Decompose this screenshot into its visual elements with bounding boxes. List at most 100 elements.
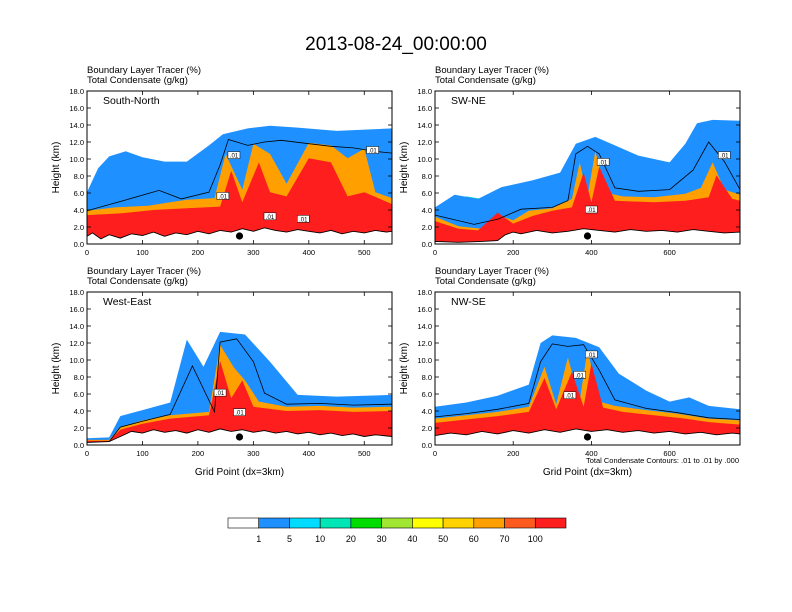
- plot-area: [435, 119, 740, 244]
- x-tick-label: 400: [303, 449, 316, 458]
- y-axis-label: Height (km): [51, 142, 62, 194]
- colorbar-swatch: [319, 517, 352, 529]
- contour-label-box: [585, 205, 598, 214]
- contour-label: .01: [718, 151, 731, 160]
- colorbar-swatch: [534, 517, 567, 529]
- contour-label-box: [227, 151, 241, 159]
- contour-label-box: [366, 146, 379, 154]
- location-marker: [583, 232, 592, 240]
- contour-label-box: [297, 215, 310, 223]
- y-tick-label: 12.0: [417, 138, 432, 147]
- plot-frame: [434, 291, 741, 446]
- y-tick-label: 2.0: [422, 424, 432, 433]
- contour-label: .01: [573, 371, 586, 379]
- contour-label-text: .01: [368, 149, 377, 155]
- tracer-band-level-10: [435, 166, 740, 244]
- contour-label-text: .01: [587, 208, 596, 214]
- contour-label: .01: [596, 158, 610, 166]
- contour-label-box: [596, 158, 610, 166]
- y-tick-label: 12.0: [417, 339, 432, 348]
- colorbar-tick-label: 100: [528, 534, 543, 544]
- y-tick-label: 0.0: [74, 441, 84, 450]
- colorbar-swatch: [381, 517, 413, 529]
- x-tick-label: 0: [85, 449, 89, 458]
- contour-label: .01: [233, 408, 246, 417]
- contour-label-text: .01: [235, 411, 244, 417]
- plot-area: [87, 331, 392, 445]
- condensate-contour: [435, 343, 740, 420]
- plot-area: [435, 335, 740, 445]
- y-tick-label: 16.0: [69, 305, 84, 314]
- y-tick-label: 18.0: [69, 288, 84, 297]
- condensate-contour: [87, 139, 392, 212]
- panel-label-line2: Total Condensate (g/kg): [435, 75, 536, 86]
- plot-frame: [434, 90, 741, 245]
- y-tick-label: 4.0: [422, 407, 432, 416]
- x-tick-label: 0: [433, 248, 437, 257]
- colorbar-swatch: [412, 517, 444, 529]
- contour-label-box: [585, 350, 598, 359]
- contour-label-text: .01: [266, 215, 275, 221]
- colorbar-tick-label: 50: [438, 534, 448, 544]
- colorbar-swatch: [442, 517, 475, 529]
- y-tick-label: 6.0: [74, 390, 84, 399]
- colorbar-tick-label: 5: [287, 534, 292, 544]
- location-marker: [583, 433, 592, 441]
- tracer-band-level-10: [87, 158, 392, 244]
- y-tick-label: 10.0: [417, 356, 432, 365]
- contour-label-box: [263, 212, 277, 221]
- x-tick-label: 400: [303, 248, 316, 257]
- y-tick-label: 14.0: [417, 121, 432, 130]
- tracer-band-level-10: [435, 363, 740, 445]
- y-tick-label: 12.0: [69, 138, 84, 147]
- y-tick-label: 14.0: [69, 322, 84, 331]
- contour-label: .01: [366, 146, 379, 155]
- x-tick-label: 200: [507, 449, 520, 458]
- section-label: SW-NE: [451, 95, 486, 107]
- panel-nw-se: Boundary Layer Tracer (%) Total Condensat…: [399, 266, 741, 478]
- y-tick-label: 8.0: [74, 172, 84, 181]
- y-tick-label: 8.0: [74, 373, 84, 382]
- x-tick-label: 500: [358, 248, 371, 257]
- x-tick-label: 300: [247, 248, 260, 257]
- contour-label-box: [718, 151, 731, 159]
- colorbar-swatch: [473, 517, 505, 529]
- y-tick-label: 14.0: [69, 121, 84, 130]
- y-tick-label: 6.0: [422, 390, 432, 399]
- y-tick-label: 10.0: [417, 155, 432, 164]
- colorbar-swatch: [227, 517, 260, 529]
- colorbar-swatch: [504, 517, 536, 529]
- contour-label: .01: [585, 205, 598, 214]
- section-label: West-East: [103, 296, 151, 308]
- panel-south-north: Boundary Layer Tracer (%)Total Condensat…: [51, 65, 393, 257]
- y-axis-label: Height (km): [399, 142, 410, 194]
- colorbar-tick-label: 40: [407, 534, 417, 544]
- contour-label-box: [563, 391, 577, 399]
- panel-label-line1: Boundary Layer Tracer (%): [87, 266, 201, 277]
- y-tick-label: 0.0: [422, 441, 432, 450]
- colorbar-tick-label: 10: [315, 534, 325, 544]
- contour-label: .01: [227, 151, 241, 160]
- contour-note: Total Condensate Contours: .01 to .01 by…: [586, 456, 739, 465]
- y-tick-label: 6.0: [422, 189, 432, 198]
- y-tick-label: 4.0: [74, 206, 84, 215]
- x-tick-label: 200: [192, 449, 205, 458]
- colorbar-tick-label: 60: [469, 534, 479, 544]
- colorbar-tick-label: 30: [377, 534, 387, 544]
- panel-label-line1: Boundary Layer Tracer (%): [435, 65, 549, 76]
- y-tick-label: 2.0: [74, 223, 84, 232]
- x-tick-label: 0: [433, 449, 437, 458]
- y-tick-label: 18.0: [417, 87, 432, 96]
- x-tick-label: 200: [192, 248, 205, 257]
- panel-label-line1: Boundary Layer Tracer (%): [435, 266, 549, 277]
- colorbar-swatch: [350, 517, 382, 529]
- y-tick-label: 2.0: [422, 223, 432, 232]
- x-tick-label: 0: [85, 248, 89, 257]
- location-marker: [235, 433, 244, 441]
- y-tick-label: 16.0: [69, 104, 84, 113]
- panel-label-line1: Boundary Layer Tracer (%): [87, 65, 201, 76]
- y-tick-label: 0.0: [422, 240, 432, 249]
- contour-label-box: [233, 408, 246, 416]
- panel-label-line2: Total Condensate (g/kg): [87, 75, 188, 86]
